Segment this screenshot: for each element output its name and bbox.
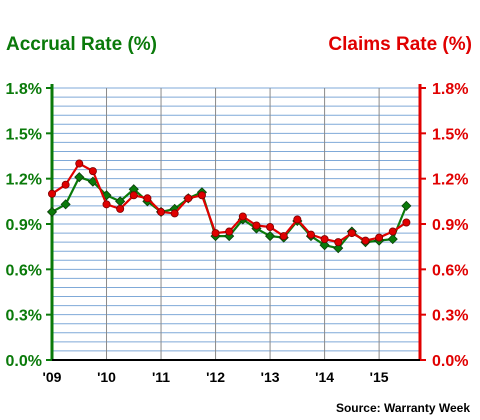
claims-point <box>266 223 275 232</box>
accrual-point <box>46 206 58 217</box>
accrual-point <box>401 200 412 211</box>
claims-point <box>116 204 125 213</box>
x-tick-label: '12 <box>206 369 225 385</box>
claims-point <box>157 207 166 216</box>
claims-point <box>320 235 329 244</box>
x-tick-label: '13 <box>261 369 280 385</box>
claims-point <box>102 200 111 209</box>
claims-point <box>375 233 384 242</box>
accrual-point <box>74 172 85 183</box>
claims-point <box>306 230 315 239</box>
x-tick-label: '09 <box>43 369 62 385</box>
left-tick-label: 1.8% <box>6 81 42 98</box>
accrual-point <box>265 231 276 242</box>
x-tick-label: '11 <box>152 369 170 385</box>
claims-point <box>347 229 356 238</box>
right-tick-label: 1.8% <box>432 81 468 98</box>
claims-point <box>170 209 179 218</box>
claims-point <box>388 227 397 236</box>
left-tick-label: 0.3% <box>6 308 42 325</box>
x-tick-label: '15 <box>370 369 389 385</box>
left-tick-label: 0.0% <box>6 353 42 370</box>
x-tick-label: '10 <box>97 369 116 385</box>
left-tick-label: 1.5% <box>6 126 42 143</box>
accrual-point <box>333 243 344 254</box>
right-tick-label: 1.5% <box>432 126 468 143</box>
claims-point <box>48 189 57 198</box>
claims-point <box>361 236 370 245</box>
claims-point <box>129 191 138 200</box>
claims-point <box>88 167 97 176</box>
accrual-point <box>319 240 330 251</box>
right-tick-label: 0.0% <box>432 353 468 370</box>
right-axis-title: Claims Rate (%) <box>328 34 472 55</box>
claims-point <box>211 229 220 238</box>
claims-point <box>293 215 302 224</box>
right-tick-label: 0.9% <box>432 217 468 234</box>
claims-point <box>75 159 84 168</box>
claims-point <box>334 238 343 247</box>
claims-point <box>252 221 261 230</box>
claims-point <box>197 191 206 200</box>
claims-point <box>61 180 70 189</box>
left-tick-label: 0.6% <box>6 262 42 279</box>
right-tick-label: 0.6% <box>432 262 468 279</box>
accrual-point <box>60 199 71 210</box>
claims-point <box>225 227 234 236</box>
right-tick-label: 1.2% <box>432 172 468 189</box>
claims-point <box>143 194 152 203</box>
accrual-point <box>387 234 398 245</box>
claims-point <box>402 218 411 227</box>
claims-point <box>238 212 247 221</box>
claims-point <box>279 232 288 241</box>
left-axis-title: Accrual Rate (%) <box>6 34 157 55</box>
x-tick-label: '14 <box>315 369 334 385</box>
source-note: Source: Warranty Week <box>335 401 470 415</box>
left-tick-label: 0.9% <box>6 217 42 234</box>
left-tick-label: 1.2% <box>6 172 42 189</box>
claims-point <box>184 194 193 203</box>
right-tick-label: 0.3% <box>432 308 468 325</box>
